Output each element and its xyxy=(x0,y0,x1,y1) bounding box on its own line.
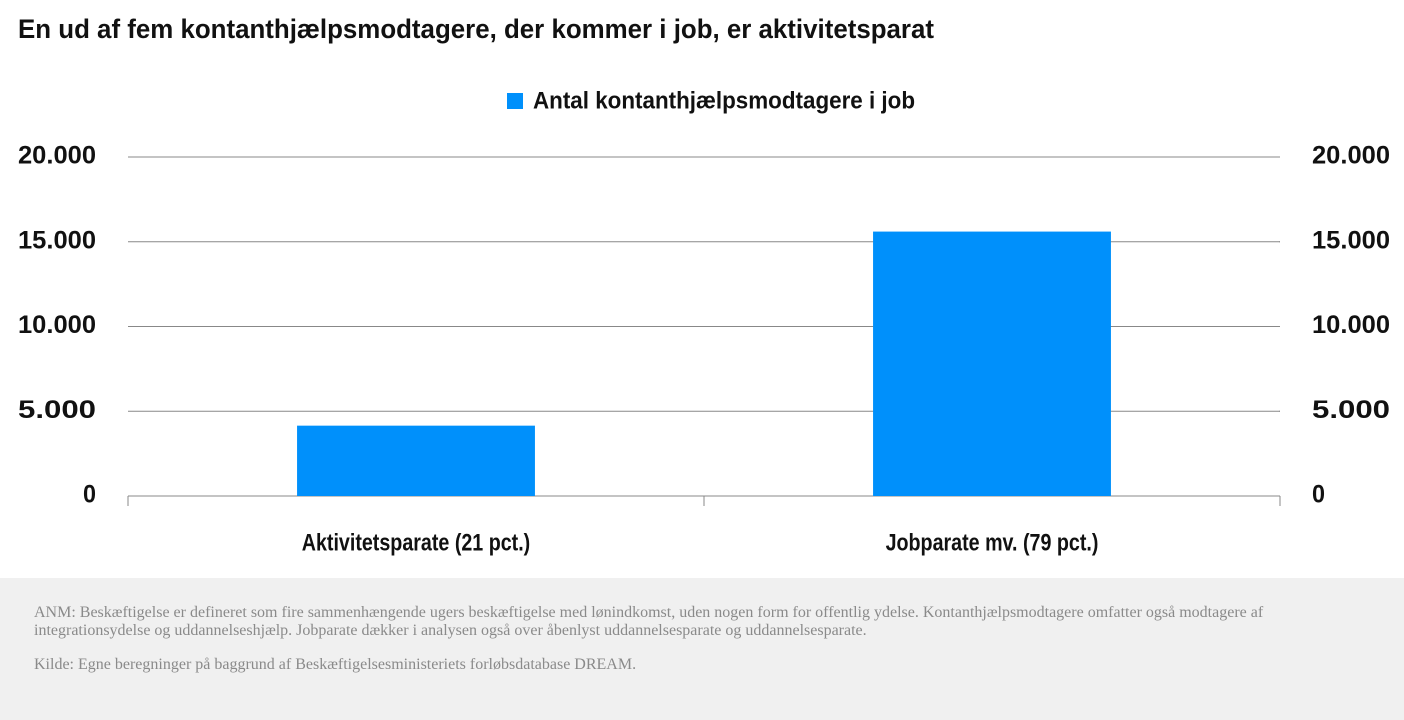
y2-tick-label: 10.000 xyxy=(1312,311,1390,339)
y-tick-label: 15.000 xyxy=(18,226,96,254)
x-tick-label: Jobparate mv. (79 pct.) xyxy=(886,528,1099,555)
y2-tick-label: 5.000 xyxy=(1312,396,1390,424)
y2-tick-label: 20.000 xyxy=(1312,142,1390,170)
legend: Antal kontanthjælpsmodtagere i job xyxy=(507,87,915,114)
chart: En ud af fem kontanthjælpsmodtagere, der… xyxy=(18,14,1390,556)
bar xyxy=(873,231,1111,496)
y-tick-label: 5.000 xyxy=(18,396,96,424)
legend-swatch xyxy=(507,93,523,109)
x-tick-label: Aktivitetsparate (21 pct.) xyxy=(302,528,530,555)
y-tick-label: 10.000 xyxy=(18,311,96,339)
bar xyxy=(297,425,535,496)
y2-tick-label: 0 xyxy=(1312,481,1325,509)
y2-tick-label: 15.000 xyxy=(1312,226,1390,254)
y-tick-label: 20.000 xyxy=(18,142,96,170)
footer: ANM: Beskæftigelse er defineret som fire… xyxy=(0,578,1404,720)
note: ANM: Beskæftigelse er defineret som fire… xyxy=(34,604,1264,639)
chart-title: En ud af fem kontanthjælpsmodtagere, der… xyxy=(18,14,934,44)
note: Kilde: Egne beregninger på baggrund af B… xyxy=(34,656,637,673)
legend-label: Antal kontanthjælpsmodtagere i job xyxy=(533,87,915,114)
y-tick-label: 0 xyxy=(83,481,96,509)
